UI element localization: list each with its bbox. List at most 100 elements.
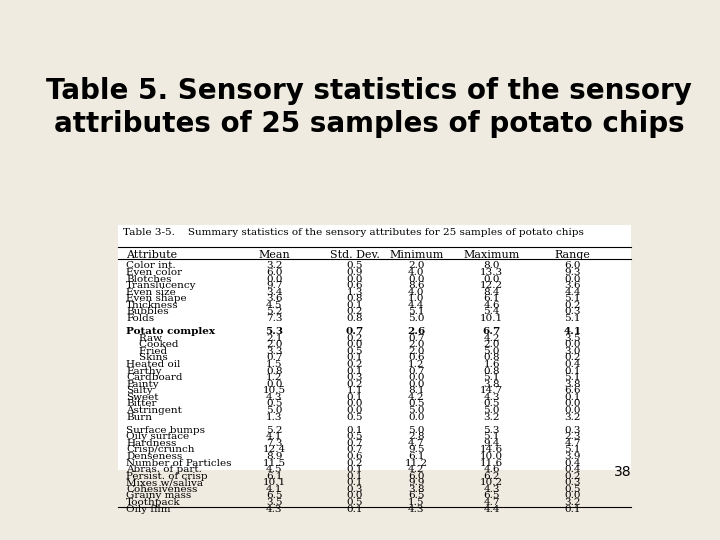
Text: Fried: Fried [126,347,167,356]
Text: 5.0: 5.0 [484,406,500,415]
Text: Persist. of crisp: Persist. of crisp [126,472,208,481]
Text: 0.5: 0.5 [347,347,364,356]
Text: 3.9: 3.9 [564,452,581,461]
Text: 0.0: 0.0 [408,373,425,382]
Text: 0.7: 0.7 [347,446,364,455]
Text: 0.4: 0.4 [564,458,581,468]
Text: 0.1: 0.1 [347,301,364,310]
Text: 4.3: 4.3 [484,393,500,402]
Text: 5.1: 5.1 [484,433,500,441]
Text: 7.3: 7.3 [266,439,282,448]
Text: 5.0: 5.0 [408,314,425,323]
Text: 14.7: 14.7 [480,386,503,395]
Text: 2.3: 2.3 [564,433,581,441]
Text: 0.3: 0.3 [564,478,581,487]
Text: 0.6: 0.6 [347,281,364,290]
Text: Translucency: Translucency [126,281,197,290]
Text: 0.5: 0.5 [408,400,425,408]
Text: 4.2: 4.2 [408,393,425,402]
Text: 6.0: 6.0 [266,268,282,277]
Text: 0.2: 0.2 [564,472,581,481]
Text: 10.1: 10.1 [263,478,286,487]
Text: 9.7: 9.7 [266,281,282,290]
Text: 6.0: 6.0 [408,472,425,481]
Text: 0.0: 0.0 [564,340,581,349]
Text: 5.0: 5.0 [408,426,425,435]
Text: 3.5: 3.5 [564,334,581,343]
Text: 0.7: 0.7 [408,334,425,343]
Text: 0.1: 0.1 [347,478,364,487]
Text: 0.7: 0.7 [408,367,425,376]
Text: 6.1: 6.1 [484,294,500,303]
Text: 4.7: 4.7 [484,498,500,507]
Text: 8.9: 8.9 [266,452,282,461]
Text: 1.2: 1.2 [408,360,425,369]
Text: 13.3: 13.3 [480,268,503,277]
Text: 11.6: 11.6 [480,458,503,468]
Text: 0.1: 0.1 [564,504,581,514]
Text: 2.0: 2.0 [408,347,425,356]
Text: 0.1: 0.1 [347,393,364,402]
Text: Earthy: Earthy [126,367,162,376]
Text: 0.2: 0.2 [347,334,364,343]
Text: Bitter: Bitter [126,400,157,408]
Text: 0.1: 0.1 [347,504,364,514]
Text: 0.5: 0.5 [347,433,364,441]
Text: 10.1: 10.1 [480,314,503,323]
Text: 4.7: 4.7 [564,439,581,448]
Text: 1.2: 1.2 [266,373,282,382]
Text: Range: Range [554,250,590,260]
Text: 1.5: 1.5 [266,360,282,369]
Text: 0.0: 0.0 [408,380,425,389]
Text: 0.0: 0.0 [347,400,364,408]
Text: 0.6: 0.6 [408,354,425,362]
Text: 5.0: 5.0 [408,406,425,415]
Text: 0.0: 0.0 [564,275,581,284]
Text: 14.6: 14.6 [480,446,503,455]
Text: 0.0: 0.0 [408,413,425,422]
Text: 1.6: 1.6 [484,360,500,369]
Text: 5.3: 5.3 [484,426,500,435]
Text: Toothpack: Toothpack [126,498,181,507]
Text: Denseness: Denseness [126,452,183,461]
Text: 3.8: 3.8 [564,380,581,389]
Text: 0.3: 0.3 [564,307,581,316]
Text: 0.5: 0.5 [347,261,364,271]
Text: 2.6: 2.6 [408,327,426,336]
Text: 0.0: 0.0 [266,275,282,284]
Text: Cooked: Cooked [126,340,179,349]
Text: 3.2: 3.2 [266,261,282,271]
Text: 4.4: 4.4 [408,301,425,310]
Text: 0.0: 0.0 [564,406,581,415]
Text: Skins: Skins [126,354,168,362]
Text: 9.4: 9.4 [484,439,500,448]
Text: 0.0: 0.0 [564,491,581,501]
Text: 0.9: 0.9 [347,268,364,277]
Text: 3.3: 3.3 [266,347,282,356]
Text: 11.5: 11.5 [263,458,286,468]
Text: 3.6: 3.6 [564,281,581,290]
Text: 1.5: 1.5 [408,498,425,507]
Text: Oily film: Oily film [126,504,171,514]
Text: 0.0: 0.0 [347,406,364,415]
Text: 0.0: 0.0 [408,275,425,284]
Text: 3.5: 3.5 [266,498,282,507]
Text: 5.1: 5.1 [564,314,581,323]
Text: 0.0: 0.0 [347,275,364,284]
Text: 1.1: 1.1 [347,386,364,395]
Text: 5.2: 5.2 [266,426,282,435]
Text: 6.0: 6.0 [564,261,581,271]
Text: Number of Particles: Number of Particles [126,458,232,468]
Text: Grainy mass: Grainy mass [126,491,192,501]
Text: 4.3: 4.3 [408,504,425,514]
Text: Std. Dev.: Std. Dev. [330,250,380,260]
Text: 0.7: 0.7 [266,354,282,362]
Text: 12.2: 12.2 [480,281,503,290]
Text: 0.1: 0.1 [347,472,364,481]
Text: 0.1: 0.1 [347,367,364,376]
Text: 0.7: 0.7 [346,327,364,336]
FancyBboxPatch shape [118,225,631,470]
Text: Painty: Painty [126,380,159,389]
Text: 5.1: 5.1 [564,373,581,382]
Text: Burn: Burn [126,413,152,422]
